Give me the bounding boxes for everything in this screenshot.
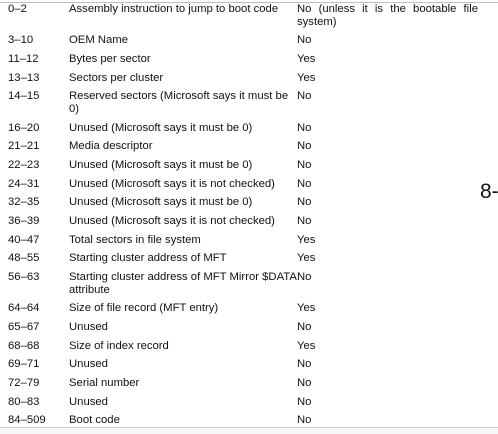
description-cell: Media descriptor (69, 140, 153, 153)
description-cell: Reserved sectors (Microsoft says it must… (69, 90, 289, 115)
byte-range-cell: 40–47 (8, 233, 40, 246)
table-row: 21–21 Media descriptor No (8, 137, 478, 156)
table-row: 64–64 Size of file record (MFT entry) Yes (8, 299, 478, 318)
byte-range-cell: 11–12 (8, 53, 39, 66)
description-cell: Unused (Microsoft says it must be 0) (69, 159, 253, 171)
description-cell: Unused (Microsoft says it is not checked… (69, 215, 275, 228)
page-top-edge (0, 0, 498, 3)
essential-cell: Yes (297, 252, 316, 265)
essential-cell: Yes (297, 339, 316, 352)
byte-range-cell: 3–10 (8, 34, 34, 47)
description-cell: OEM Name (69, 34, 129, 47)
description-cell: Unused (Microsoft says it must be 0) (69, 121, 253, 134)
table-row: 0–2 Assembly instruction to jump to boot … (8, 0, 478, 31)
byte-range-cell: 64–64 (8, 302, 40, 315)
table-row: 36–39 Unused (Microsoft says it is not ch… (8, 212, 478, 231)
table-row: 24–31 Unused (Microsoft says it is not ch… (8, 175, 478, 194)
document-page: 0–2 Assembly instruction to jump to boot … (8, 0, 478, 430)
essential-cell: No (297, 321, 312, 333)
table-row: 65–67 Unused No (8, 318, 478, 337)
byte-range-cell: 22–23 (8, 159, 40, 171)
essential-cell: No (297, 177, 312, 190)
essential-cell: No (297, 395, 312, 408)
description-cell: Unused (69, 321, 108, 333)
table-row: 11–12 Bytes per sector Yes (8, 50, 478, 69)
description-cell: Bytes per sector (69, 53, 151, 66)
description-cell: Unused (Microsoft says it is not checked… (69, 177, 275, 190)
byte-range-cell: 24–31 (8, 177, 40, 190)
essential-cell: No (297, 377, 312, 390)
byte-range-cell: 36–39 (8, 215, 40, 228)
ntfs-boot-sector-table: 0–2 Assembly instruction to jump to boot … (8, 0, 478, 430)
byte-range-cell: 21–21 (8, 140, 40, 153)
essential-cell: Yes (297, 53, 316, 66)
description-cell: Sectors per cluster (69, 71, 164, 84)
byte-range-cell: 56–63 (8, 271, 40, 284)
byte-range-cell: 65–67 (8, 321, 40, 333)
essential-cell: No (297, 271, 312, 284)
table-row: 40–47 Total sectors in file system Yes (8, 231, 478, 250)
description-cell: Starting cluster address of MFT Mirror $… (69, 271, 297, 296)
essential-cell: No (297, 90, 312, 103)
description-cell: Assembly instruction to jump to boot cod… (69, 3, 279, 16)
table-row: 72–79 Serial number No (8, 374, 478, 393)
description-cell: Total sectors in file system (69, 233, 201, 246)
byte-range-cell: 68–68 (8, 339, 40, 352)
table-row: 3–10 OEM Name No (8, 31, 478, 50)
essential-cell: No (297, 140, 312, 153)
description-cell: Serial number (69, 377, 140, 390)
description-cell: Boot code (69, 414, 120, 427)
essential-cell: Yes (297, 71, 316, 84)
essential-cell: No (unless it is the bootable file syste… (297, 3, 478, 28)
essential-cell: Yes (297, 302, 316, 315)
byte-range-cell: 48–55 (8, 252, 40, 265)
description-cell: Size of index record (69, 339, 169, 352)
byte-range-cell: 14–15 (8, 90, 40, 103)
essential-cell: No (297, 121, 312, 134)
table-row: 84–509 Boot code No (8, 411, 478, 430)
essential-cell: No (297, 159, 312, 171)
byte-range-cell: 69–71 (8, 358, 40, 371)
essential-cell: No (297, 358, 312, 371)
essential-cell: No (297, 215, 312, 228)
table-row: 16–20 Unused (Microsoft says it must be 0… (8, 118, 478, 137)
essential-cell: No (297, 34, 312, 47)
byte-range-cell: 84–509 (8, 414, 46, 427)
description-cell: Unused (69, 395, 108, 408)
byte-range-cell: 32–35 (8, 196, 40, 209)
byte-range-cell: 13–13 (8, 71, 40, 84)
essential-cell: No (297, 414, 312, 427)
description-cell: Unused (69, 358, 108, 371)
table-row: 22–23 Unused (Microsoft says it must be 0… (8, 156, 478, 175)
table-body: 0–2 Assembly instruction to jump to boot … (8, 0, 478, 430)
description-cell: Unused (Microsoft says it must be 0) (69, 196, 253, 209)
table-row: 68–68 Size of index record Yes (8, 337, 478, 356)
description-cell: Size of file record (MFT entry) (69, 302, 219, 315)
table-row: 56–63 Starting cluster address of MFT Mir… (8, 268, 478, 299)
table-row: 80–83 Unused No (8, 393, 478, 412)
table-row: 69–71 Unused No (8, 355, 478, 374)
table-row: 48–55 Starting cluster address of MFT Yes (8, 249, 478, 268)
description-cell: Starting cluster address of MFT (69, 252, 227, 265)
page-bottom-edge (0, 427, 498, 434)
byte-range-cell: 72–79 (8, 377, 40, 390)
essential-cell: No (297, 196, 312, 209)
table-row: 13–13 Sectors per cluster Yes (8, 69, 478, 88)
byte-range-cell: 0–2 (8, 3, 27, 16)
byte-range-cell: 80–83 (8, 395, 40, 408)
byte-range-cell: 16–20 (8, 121, 40, 134)
side-page-label: 8- (480, 180, 498, 203)
table-row: 32–35 Unused (Microsoft says it must be 0… (8, 193, 478, 212)
essential-cell: Yes (297, 233, 316, 246)
table-row: 14–15 Reserved sectors (Microsoft says it… (8, 87, 478, 118)
